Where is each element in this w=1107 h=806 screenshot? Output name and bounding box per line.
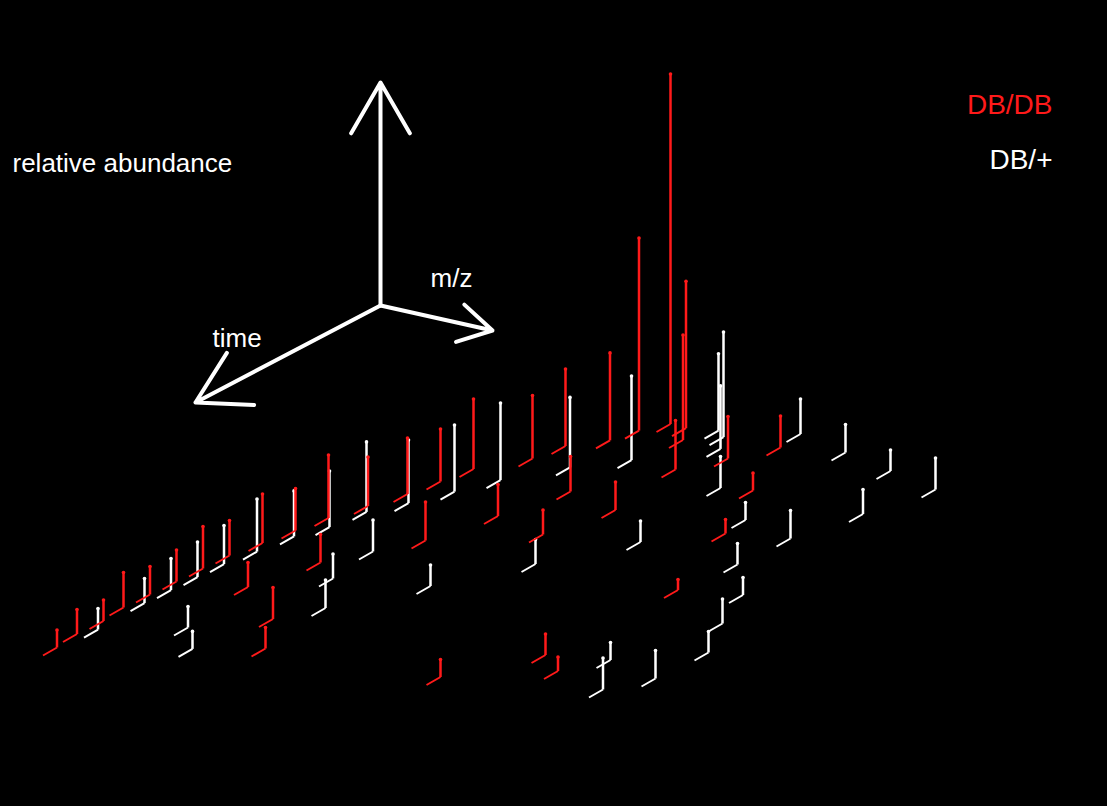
svg-text:m/z: m/z	[431, 263, 473, 293]
svg-text:time: time	[213, 323, 262, 353]
svg-text:DB/DB: DB/DB	[967, 89, 1053, 120]
svg-text:DB/+: DB/+	[989, 144, 1052, 175]
svg-text:relative abundance: relative abundance	[13, 148, 233, 178]
